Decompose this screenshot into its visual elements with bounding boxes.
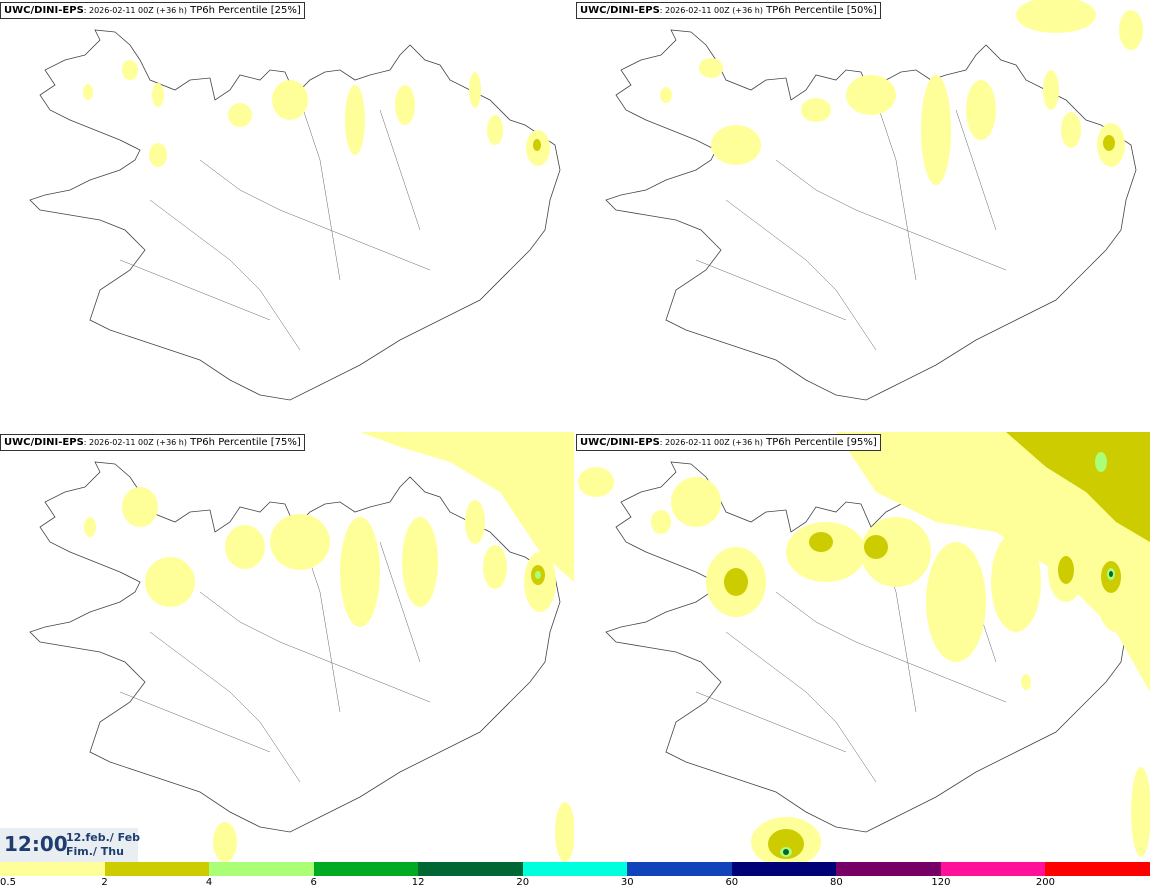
legend-label: 80 <box>829 877 843 888</box>
map-panel-p75: UWC/DINI-EPS: 2026-02-11 00Z (+36 h) TP6… <box>0 432 574 862</box>
valid-date-line2: Fim./ Thu <box>66 845 124 858</box>
panel-divider <box>574 0 576 862</box>
legend-bar <box>0 862 1150 876</box>
legend-swatch <box>313 862 419 876</box>
legend-swatch <box>522 862 628 876</box>
valid-date: 12.feb./ Feb Fim./ Thu <box>66 831 140 859</box>
legend-swatch <box>940 862 1046 876</box>
precip-areas <box>84 432 574 862</box>
color-legend: 0.5 2 4 6 12 20 30 60 80 120 200 <box>0 862 1150 891</box>
panel-title: UWC/DINI-EPS: 2026-02-11 00Z (+36 h) TP6… <box>576 434 881 451</box>
legend-label: 2 <box>101 877 108 888</box>
map-canvas <box>0 432 574 862</box>
map-panel-p25: UWC/DINI-EPS: 2026-02-11 00Z (+36 h) TP6… <box>0 0 574 430</box>
precip-areas-heavier <box>724 432 1150 859</box>
map-canvas <box>0 0 574 430</box>
map-canvas <box>576 0 1143 430</box>
run-info: : 2026-02-11 00Z (+36 h) <box>83 438 187 447</box>
precip-areas <box>660 0 1143 185</box>
map-canvas <box>578 432 1150 862</box>
run-info: : 2026-02-11 00Z (+36 h) <box>83 6 187 15</box>
legend-swatch <box>0 862 105 876</box>
legend-label: 4 <box>205 877 213 888</box>
model-name: UWC/DINI-EPS <box>4 5 84 16</box>
valid-date-line1: 12.feb./ Feb <box>66 831 141 844</box>
legend-swatch <box>418 862 523 876</box>
model-name: UWC/DINI-EPS <box>4 437 84 448</box>
product-name: TP6h Percentile [95%] <box>766 437 877 448</box>
panel-title: UWC/DINI-EPS: 2026-02-11 00Z (+36 h) TP6… <box>576 2 881 19</box>
model-name: UWC/DINI-EPS <box>580 5 660 16</box>
valid-time: 12:00 <box>4 832 68 856</box>
legend-swatch <box>209 862 314 876</box>
legend-swatch <box>836 862 941 876</box>
legend-label: 200 <box>1035 877 1055 888</box>
panel-title: UWC/DINI-EPS: 2026-02-11 00Z (+36 h) TP6… <box>0 2 305 19</box>
legend-label: 60 <box>725 877 739 888</box>
legend-swatch <box>1045 862 1150 876</box>
legend-swatch <box>731 862 837 876</box>
legend-label: 0.5 <box>0 877 16 888</box>
legend-labels: 0.5 2 4 6 12 20 30 60 80 120 200 <box>0 877 1150 891</box>
panel-title: UWC/DINI-EPS: 2026-02-11 00Z (+36 h) TP6… <box>0 434 305 451</box>
run-info: : 2026-02-11 00Z (+36 h) <box>659 438 763 447</box>
legend-swatch <box>627 862 732 876</box>
time-box <box>0 828 138 862</box>
precip-areas <box>578 432 1150 862</box>
product-name: TP6h Percentile [25%] <box>190 5 301 16</box>
legend-label: 6 <box>310 877 317 888</box>
legend-label: 20 <box>516 877 530 888</box>
precip-areas <box>83 60 550 167</box>
legend-label: 30 <box>620 877 634 888</box>
product-name: TP6h Percentile [50%] <box>766 5 877 16</box>
map-panel-p50: UWC/DINI-EPS: 2026-02-11 00Z (+36 h) TP6… <box>576 0 1150 430</box>
legend-label: 12 <box>411 877 425 888</box>
run-info: : 2026-02-11 00Z (+36 h) <box>659 6 763 15</box>
map-panel-p95: UWC/DINI-EPS: 2026-02-11 00Z (+36 h) TP6… <box>576 432 1150 862</box>
model-name: UWC/DINI-EPS <box>580 437 660 448</box>
product-name: TP6h Percentile [75%] <box>190 437 301 448</box>
legend-label: 120 <box>931 877 951 888</box>
legend-swatch <box>104 862 210 876</box>
